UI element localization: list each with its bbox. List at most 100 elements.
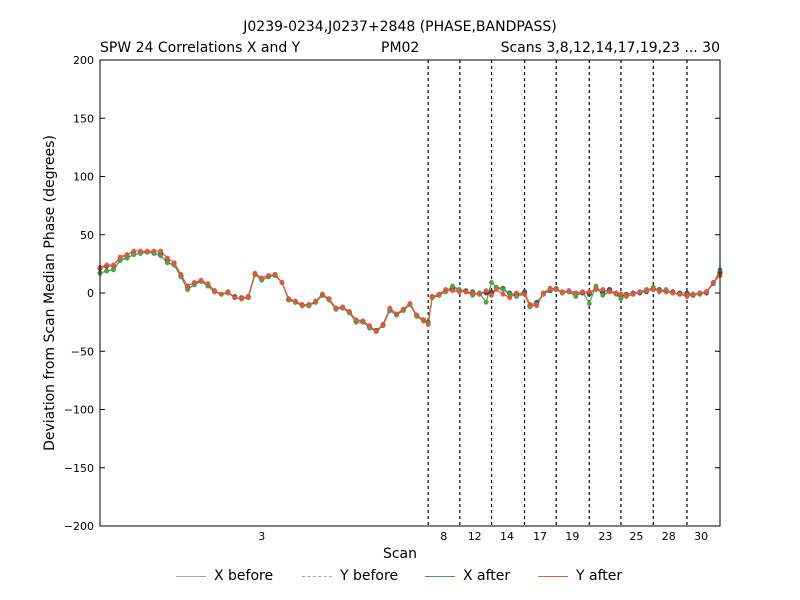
data-point <box>111 262 116 268</box>
data-point <box>198 277 204 283</box>
data-point <box>507 295 513 301</box>
legend-swatch-y-before <box>302 576 332 577</box>
data-point <box>493 287 499 292</box>
data-point <box>618 296 624 302</box>
data-point <box>483 288 489 294</box>
data-point <box>483 299 489 305</box>
y-tick-label: −100 <box>64 404 94 417</box>
data-point <box>225 289 231 295</box>
data-point <box>450 288 455 294</box>
data-point <box>326 296 332 302</box>
data-point <box>522 291 528 297</box>
x-tick-label: 17 <box>533 530 547 543</box>
y-tick-label: 0 <box>87 287 94 300</box>
data-point <box>299 302 305 308</box>
data-point <box>656 288 662 294</box>
legend-swatch-y-after <box>538 576 568 577</box>
data-point <box>527 302 533 308</box>
data-point <box>380 322 386 327</box>
data-point <box>697 290 703 296</box>
data-point <box>644 287 649 292</box>
data-point <box>191 280 197 285</box>
data-point <box>279 280 285 285</box>
x-tick-label: 25 <box>629 530 643 543</box>
data-point <box>489 280 494 285</box>
data-point <box>414 312 420 318</box>
data-point <box>164 255 170 261</box>
data-point <box>600 287 606 292</box>
data-point <box>613 290 619 296</box>
data-point <box>436 291 442 297</box>
data-point <box>360 318 366 324</box>
data-point <box>650 287 656 292</box>
data-point <box>158 253 164 259</box>
y-tick-label: −50 <box>71 345 94 358</box>
data-point <box>239 296 244 302</box>
data-point <box>178 271 184 277</box>
data-point <box>111 267 116 273</box>
data-point <box>252 270 258 276</box>
chart-title: J0239-0234,J0237+2848 (PHASE,BANDPASS) <box>243 19 557 35</box>
data-point <box>690 291 696 297</box>
data-point <box>131 248 137 254</box>
data-point <box>670 290 676 296</box>
data-point <box>151 248 157 254</box>
legend-label: Y after <box>576 568 623 584</box>
data-point <box>559 289 565 295</box>
data-point <box>684 294 690 299</box>
data-point <box>586 301 592 306</box>
x-tick-label: 12 <box>468 530 482 543</box>
series-layer <box>97 248 723 334</box>
legend: X before Y before X after Y after <box>0 566 800 588</box>
data-point <box>218 291 224 297</box>
y-tick-label: −200 <box>64 520 94 533</box>
chart-subtitle-mid: PM02 <box>381 40 420 56</box>
data-point <box>547 285 553 291</box>
data-point <box>313 298 319 304</box>
x-tick-label: 19 <box>565 530 579 543</box>
data-point <box>540 290 546 296</box>
data-point <box>158 248 164 254</box>
data-point <box>124 252 130 258</box>
data-point <box>489 292 494 298</box>
data-point <box>394 311 399 317</box>
y-axis-label: Deviation from Scan Median Phase (degree… <box>42 135 58 451</box>
data-point <box>104 268 110 274</box>
data-point <box>573 290 579 296</box>
data-point <box>630 291 636 297</box>
data-point <box>593 287 599 292</box>
data-point <box>677 291 683 297</box>
data-point <box>470 290 476 296</box>
data-point <box>346 309 352 315</box>
data-point <box>500 287 506 292</box>
legend-swatch-x-after <box>425 576 455 577</box>
x-tick-label: 8 <box>440 530 447 543</box>
data-point <box>586 289 592 295</box>
data-point <box>456 289 462 295</box>
data-point <box>580 289 585 295</box>
data-point <box>407 301 413 306</box>
legend-label: X before <box>214 568 274 584</box>
legend-label: X after <box>463 568 511 584</box>
data-point <box>429 294 435 299</box>
x-tick-label: 28 <box>662 530 676 543</box>
y-tick-label: 150 <box>73 112 94 125</box>
data-point <box>443 287 449 292</box>
data-point <box>185 283 191 289</box>
y-tick-label: 200 <box>73 54 94 67</box>
y-tick-label: −150 <box>64 462 94 475</box>
data-point <box>164 260 170 266</box>
data-point <box>353 317 359 323</box>
data-point <box>286 296 292 302</box>
data-point <box>340 304 346 310</box>
data-point <box>566 288 572 294</box>
data-point <box>292 298 298 304</box>
data-point <box>137 248 143 254</box>
data-point <box>373 328 379 334</box>
legend-label: Y before <box>340 568 399 584</box>
data-point <box>710 280 716 285</box>
data-point <box>117 254 123 260</box>
data-point <box>205 281 211 287</box>
x-tick-label: 30 <box>694 530 708 543</box>
data-point <box>306 302 312 308</box>
